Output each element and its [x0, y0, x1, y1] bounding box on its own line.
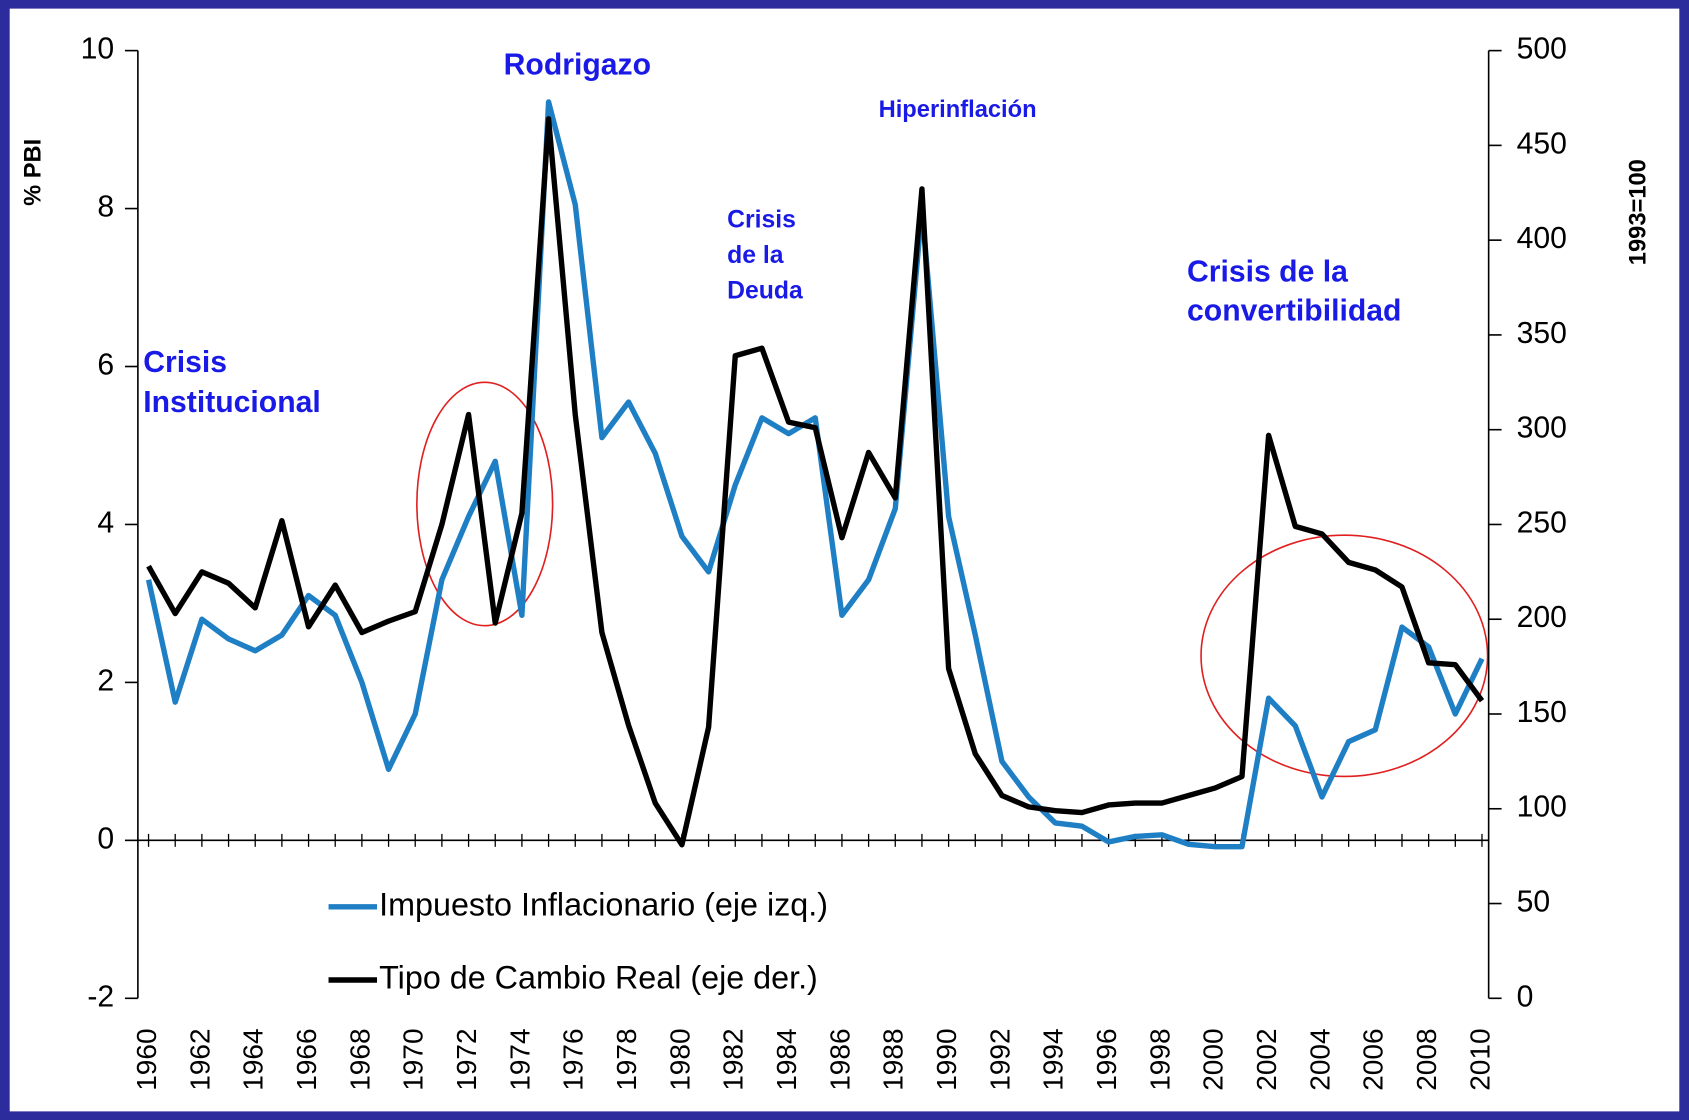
x-tick-label: 1980 [664, 1028, 695, 1090]
y2-tick-label: 50 [1517, 886, 1551, 919]
annotation: Institucional [143, 386, 321, 419]
x-tick-label: 2008 [1411, 1028, 1442, 1090]
x-tick-label: 1962 [184, 1028, 215, 1090]
y-tick-label: 0 [97, 822, 114, 855]
y-axis-label: % PBI [21, 139, 47, 206]
x-tick-label: 2000 [1198, 1028, 1229, 1090]
y2-tick-label: 0 [1517, 980, 1534, 1013]
annotation: Deuda [727, 277, 803, 304]
y2-axis-label: 1993=100 [1626, 159, 1652, 265]
x-tick-label: 2010 [1464, 1028, 1495, 1090]
y-tick-label: 6 [97, 348, 114, 381]
y-tick-label: 2 [97, 664, 114, 697]
x-tick-label: 1960 [131, 1028, 162, 1090]
y2-tick-label: 200 [1517, 601, 1567, 634]
annotation: convertibilidad [1187, 294, 1401, 327]
annotation: Rodrigazo [504, 49, 651, 82]
x-tick-label: 1996 [1091, 1028, 1122, 1090]
y2-tick-label: 150 [1517, 696, 1567, 729]
series-line [145, 99, 1485, 850]
x-tick-label: 1998 [1144, 1028, 1175, 1090]
legend-label: Tipo de Cambio Real (eje der.) [379, 960, 818, 996]
x-tick-label: 1986 [824, 1028, 855, 1090]
y2-tick-label: 100 [1517, 791, 1567, 824]
x-tick-label: 1994 [1038, 1028, 1069, 1090]
x-tick-label: 1990 [931, 1028, 962, 1090]
x-tick-label: 1978 [611, 1028, 642, 1090]
annotation: Crisis de la [1187, 256, 1348, 289]
x-tick-label: 1968 [344, 1028, 375, 1090]
x-tick-label: 1972 [451, 1028, 482, 1090]
y-tick-label: 10 [81, 33, 115, 66]
x-tick-label: 2002 [1251, 1028, 1282, 1090]
y-tick-label: 4 [97, 506, 114, 539]
x-tick-label: 2004 [1304, 1028, 1335, 1090]
x-tick-label: 1984 [771, 1028, 802, 1090]
series-line [146, 116, 1485, 848]
y2-tick-label: 400 [1517, 222, 1567, 255]
x-tick-label: 1988 [878, 1028, 909, 1090]
x-tick-label: 1966 [291, 1028, 322, 1090]
annotation: Hiperinflación [879, 97, 1037, 123]
highlight-ellipse [1200, 534, 1489, 778]
legend-label: Impuesto Inflacionario (eje izq.) [379, 886, 828, 922]
y2-tick-label: 500 [1517, 33, 1567, 66]
x-tick-label: 1976 [558, 1028, 589, 1090]
x-tick-label: 1982 [718, 1028, 749, 1090]
x-tick-label: 2006 [1358, 1028, 1389, 1090]
x-tick-label: 1964 [238, 1028, 269, 1090]
x-tick-label: 1992 [984, 1028, 1015, 1090]
x-tick-label: 1970 [398, 1028, 429, 1090]
y-tick-label: -2 [87, 980, 114, 1013]
y2-tick-label: 450 [1517, 127, 1567, 160]
y2-tick-label: 300 [1517, 412, 1567, 445]
annotation: Crisis [727, 206, 796, 233]
x-tick-label: 1974 [504, 1028, 535, 1090]
highlight-ellipse [416, 381, 554, 627]
y2-tick-label: 250 [1517, 506, 1567, 539]
y-tick-label: 8 [97, 191, 114, 224]
y2-tick-label: 350 [1517, 317, 1567, 350]
annotation: de la [727, 242, 784, 269]
annotation: Crisis [143, 346, 227, 379]
